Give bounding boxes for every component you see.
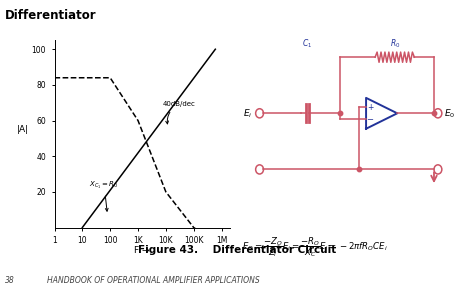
- Text: $E_i$: $E_i$: [243, 107, 252, 120]
- Text: +: +: [367, 103, 373, 112]
- Text: $E_O = \dfrac{-Z_O}{Z_i}E_i = \dfrac{-R_O}{X_C}E_i = -2\pi fR_O CE_i$: $E_O = \dfrac{-Z_O}{Z_i}E_i = \dfrac{-R_…: [242, 236, 388, 259]
- Text: HANDBOOK OF OPERATIONAL AMPLIFIER APPLICATIONS: HANDBOOK OF OPERATIONAL AMPLIFIER APPLIC…: [47, 276, 260, 285]
- Text: −: −: [366, 115, 374, 124]
- Text: $E_0$: $E_0$: [444, 107, 455, 120]
- Text: Figure 43.    Differentiator Circuit: Figure 43. Differentiator Circuit: [138, 245, 336, 255]
- X-axis label: F →: F →: [135, 246, 150, 255]
- Text: 40dB/dec: 40dB/dec: [163, 101, 196, 124]
- Text: $X_{C_1}=R_0$: $X_{C_1}=R_0$: [90, 179, 119, 211]
- Text: $R_0$: $R_0$: [390, 37, 400, 50]
- Y-axis label: |A|: |A|: [17, 125, 29, 134]
- Text: 38: 38: [5, 276, 15, 285]
- Text: $C_1$: $C_1$: [302, 37, 313, 50]
- Text: Differentiator: Differentiator: [5, 9, 96, 22]
